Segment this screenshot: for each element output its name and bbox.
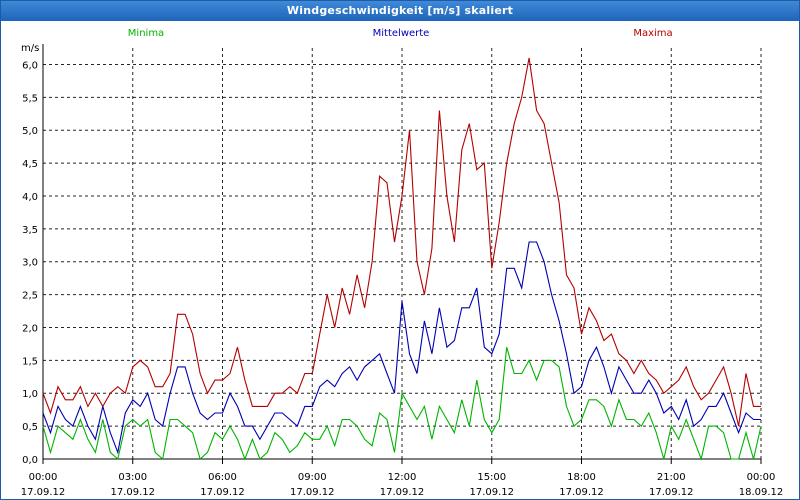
y-tick-label: 0,0 — [22, 455, 38, 466]
x-tick-time: 03:00 — [118, 472, 147, 483]
x-tick-time: 12:00 — [388, 472, 417, 483]
window-title: Windgeschwindigkeit [m/s] skaliert — [1, 1, 799, 21]
x-tick-date: 17.09.12 — [290, 487, 335, 498]
series-lines — [42, 57, 762, 461]
legend-maxima: Maxima — [633, 28, 672, 39]
legend-mittelwerte: Mittelwerte — [373, 28, 430, 39]
y-tick-label: 3,5 — [22, 225, 38, 236]
x-tick-date: 17.09.12 — [110, 487, 155, 498]
y-tick-label: 2,0 — [22, 323, 38, 334]
x-tick-date: 17.09.12 — [200, 487, 245, 498]
y-tick-label: 5,0 — [22, 126, 38, 137]
x-tick-date: 17.09.12 — [649, 487, 694, 498]
y-axis-unit-label: m/s — [21, 43, 39, 54]
series-line-maxima — [42, 57, 761, 427]
y-tick-label: 4,0 — [22, 192, 38, 203]
y-tick-label: 4,5 — [22, 159, 38, 170]
x-tick-time: 09:00 — [298, 472, 327, 483]
x-tick-time: 15:00 — [477, 472, 506, 483]
x-tick-time: 00:00 — [29, 472, 58, 483]
y-tick-label: 1,0 — [22, 389, 38, 400]
series-line-mittelwerte — [42, 241, 761, 455]
y-tick-label: 3,0 — [22, 258, 38, 269]
series-line-minima — [42, 347, 762, 461]
y-tick-label: 0,5 — [22, 422, 38, 433]
x-tick-time: 21:00 — [657, 472, 686, 483]
x-tick-date: 17.09.12 — [380, 487, 425, 498]
y-tick-labels: 0,0 0,5 1,0 1,5 2,0 2,5 3,0 3,5 4,0 4,5 5,0 5,5 6,0 — [22, 60, 38, 466]
x-tick-date: 18.09.12 — [739, 487, 784, 498]
y-tick-label: 5,5 — [22, 93, 38, 104]
x-tick-date: 17.09.12 — [469, 487, 514, 498]
x-tick-time: 00:00 — [747, 472, 776, 483]
x-tick-labels: 00:00 17.09.12 03:00 17.09.12 06:00 17.09.12 0… — [21, 472, 784, 498]
y-tick-label: 1,5 — [22, 356, 38, 367]
x-tick-time: 18:00 — [567, 472, 596, 483]
x-tick-date: 17.09.12 — [559, 487, 604, 498]
x-tick-time: 06:00 — [208, 472, 237, 483]
y-tick-label: 6,0 — [22, 60, 38, 71]
x-tick-date: 17.09.12 — [21, 487, 66, 498]
y-tick-label: 2,5 — [22, 291, 38, 302]
legend-minima: Minima — [128, 28, 164, 39]
